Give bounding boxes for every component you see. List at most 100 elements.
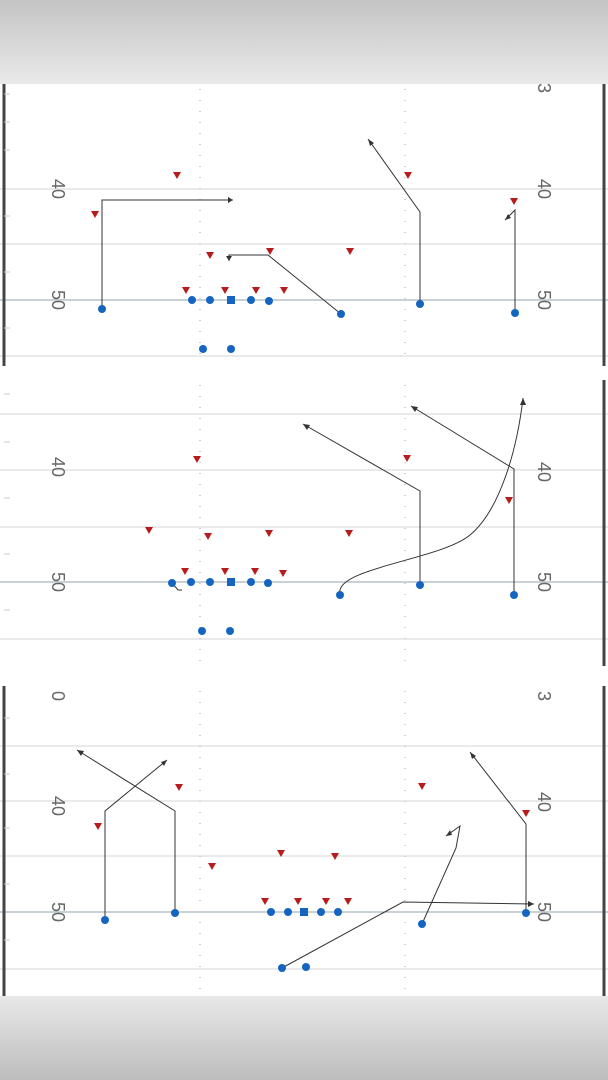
defender-marker xyxy=(280,287,288,294)
yard-label: 40 xyxy=(534,179,554,199)
offense-player xyxy=(317,908,325,916)
yard-label: 50 xyxy=(48,290,68,310)
offense-player xyxy=(226,627,234,635)
offense-player xyxy=(206,578,214,586)
route xyxy=(367,138,421,304)
offense-player xyxy=(247,578,255,586)
offense-player xyxy=(199,345,207,353)
defender-marker xyxy=(403,455,411,462)
defender-marker xyxy=(261,898,269,905)
route xyxy=(101,199,233,309)
yard-label: 50 xyxy=(48,572,68,592)
defense xyxy=(91,172,518,294)
play-panel-3: 50 40 0 50 40 3 xyxy=(0,686,608,996)
play-diagram-3: 50 40 0 50 40 3 xyxy=(0,686,608,996)
offense-player xyxy=(187,578,195,586)
defender-marker xyxy=(322,898,330,905)
offense-player xyxy=(264,579,272,587)
defender-marker xyxy=(510,198,518,205)
yard-label: 40 xyxy=(48,796,68,816)
defender-marker xyxy=(346,248,354,255)
route xyxy=(281,901,535,969)
offense-player xyxy=(247,296,255,304)
offense-player xyxy=(336,591,344,599)
offense-player xyxy=(101,916,109,924)
offense-player xyxy=(302,963,310,971)
center-marker xyxy=(227,296,235,304)
offense-player xyxy=(227,345,235,353)
defender-marker xyxy=(91,211,99,218)
defender-marker xyxy=(505,497,513,504)
defender-marker xyxy=(418,783,426,790)
yard-label: 3 xyxy=(534,691,554,701)
yard-label: 50 xyxy=(534,290,554,310)
offense-player xyxy=(168,579,176,587)
defender-marker xyxy=(344,898,352,905)
offense xyxy=(98,296,519,353)
offense xyxy=(168,578,518,635)
route xyxy=(504,208,516,313)
route xyxy=(302,423,421,585)
yard-label: 50 xyxy=(534,572,554,592)
yard-label: 40 xyxy=(48,179,68,199)
route xyxy=(410,405,515,594)
yard-label: 50 xyxy=(534,902,554,922)
route xyxy=(228,254,342,315)
defender-marker xyxy=(173,172,181,179)
play-diagram-2: 50 40 50 40 xyxy=(0,380,608,666)
yard-label: 40 xyxy=(48,457,68,477)
offense xyxy=(101,908,530,972)
offense-player xyxy=(416,581,424,589)
defender-marker xyxy=(193,456,201,463)
route xyxy=(421,824,461,925)
defender-marker xyxy=(204,533,212,540)
offense-player xyxy=(267,908,275,916)
offense-player xyxy=(284,908,292,916)
defender-marker xyxy=(208,863,216,870)
offense-player xyxy=(416,300,424,308)
defense xyxy=(94,783,530,905)
defender-marker xyxy=(221,287,229,294)
route xyxy=(76,749,176,912)
yard-label: 0 xyxy=(48,691,68,701)
play-panel-1: 50 40 50 40 3 xyxy=(0,84,608,366)
offense-player xyxy=(188,296,196,304)
defender-marker xyxy=(182,287,190,294)
play-diagram-1: 50 40 50 40 3 xyxy=(0,84,608,366)
defender-marker xyxy=(175,784,183,791)
defender-marker xyxy=(345,530,353,537)
yard-label: 40 xyxy=(534,792,554,812)
defender-marker xyxy=(266,248,274,255)
defender-marker xyxy=(522,810,530,817)
defender-marker xyxy=(279,570,287,577)
defender-marker xyxy=(331,853,339,860)
offense-player xyxy=(206,296,214,304)
defender-marker xyxy=(181,568,189,575)
center-marker xyxy=(227,578,235,586)
defense xyxy=(145,455,513,577)
defender-marker xyxy=(277,850,285,857)
yard-label: 50 xyxy=(48,902,68,922)
defender-marker xyxy=(221,568,229,575)
defender-marker xyxy=(251,568,259,575)
route xyxy=(104,759,168,920)
offense-player xyxy=(265,297,273,305)
yard-label: 3 xyxy=(534,84,554,93)
route xyxy=(339,397,524,595)
defender-marker xyxy=(404,172,412,179)
offense-player xyxy=(98,305,106,313)
offense-player xyxy=(334,908,342,916)
yard-label: 40 xyxy=(534,462,554,482)
route xyxy=(469,751,527,913)
center-marker xyxy=(300,908,308,916)
defender-marker xyxy=(265,530,273,537)
offense-player xyxy=(171,909,179,917)
defender-marker xyxy=(252,287,260,294)
offense-player xyxy=(337,310,345,318)
defender-marker xyxy=(294,898,302,905)
offense-player xyxy=(278,964,286,972)
defender-marker xyxy=(206,252,214,259)
offense-player xyxy=(522,909,530,917)
offense-player xyxy=(198,627,206,635)
play-panel-2: 50 40 50 40 xyxy=(0,380,608,666)
